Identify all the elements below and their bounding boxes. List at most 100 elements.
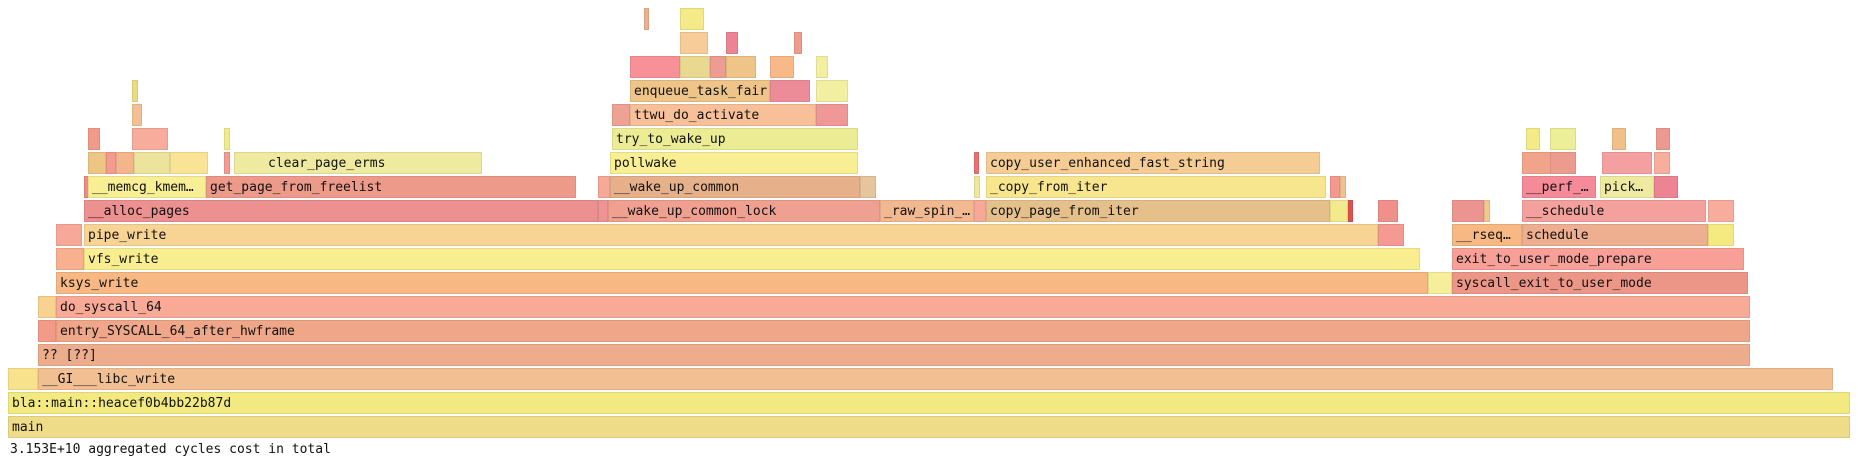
flame-frame[interactable] — [1484, 200, 1490, 222]
flame-frame[interactable] — [1340, 176, 1346, 198]
frame-label: __wake_up_common_lock — [612, 204, 777, 219]
frame-label: _copy_from_iter — [990, 180, 1108, 195]
flame-frame[interactable]: __wake_up_common_lock — [608, 200, 880, 222]
flame-frame[interactable]: syscall_exit_to_user_mode — [1452, 272, 1748, 294]
flame-frame[interactable] — [680, 32, 708, 54]
flame-frame[interactable] — [1330, 176, 1340, 198]
flame-frame[interactable] — [1708, 224, 1734, 246]
flame-frame[interactable] — [612, 104, 630, 126]
flame-frame[interactable] — [644, 8, 649, 30]
flame-frame[interactable] — [680, 56, 710, 78]
flame-frame[interactable] — [680, 8, 704, 30]
flame-frame[interactable]: _raw_spin_… — [880, 200, 974, 222]
flame-frame[interactable] — [1428, 272, 1452, 294]
flame-frame[interactable] — [106, 152, 116, 174]
flame-frame[interactable]: __wake_up_common — [610, 176, 860, 198]
frame-label: __alloc_pages — [88, 204, 190, 219]
frame-label: main — [12, 420, 44, 435]
flame-frame[interactable] — [770, 80, 810, 102]
flame-frame[interactable]: copy_page_from_iter — [986, 200, 1330, 222]
flame-frame[interactable] — [770, 56, 794, 78]
total-cost-label: 3.153E+10 aggregated cycles cost in tota… — [10, 442, 331, 457]
flame-frame[interactable] — [88, 128, 100, 150]
frame-label: __schedule — [1526, 204, 1605, 219]
flame-frame[interactable] — [710, 56, 726, 78]
flame-frame[interactable] — [1656, 128, 1670, 150]
flame-frame[interactable]: copy_user_enhanced_fast_string — [986, 152, 1320, 174]
flame-frame[interactable] — [1550, 128, 1576, 150]
flame-frame[interactable]: vfs_write — [84, 248, 1420, 270]
frame-label: __memcg_kmem… — [92, 180, 194, 195]
flame-frame[interactable] — [816, 56, 828, 78]
flame-frame[interactable]: pollwake — [610, 152, 858, 174]
flame-frame[interactable]: __rseq… — [1452, 224, 1522, 246]
flame-frame[interactable] — [56, 248, 84, 270]
flame-frame[interactable] — [116, 152, 134, 174]
flame-frame[interactable] — [132, 104, 142, 126]
flame-frame[interactable] — [598, 200, 608, 222]
frame-label: try_to_wake_up — [616, 132, 726, 147]
flame-frame[interactable]: entry_SYSCALL_64_after_hwframe — [56, 320, 1750, 342]
flame-frame[interactable] — [224, 152, 230, 174]
flame-frame[interactable]: main — [8, 416, 1850, 438]
flame-frame[interactable]: schedule — [1522, 224, 1708, 246]
flame-frame[interactable]: ksys_write — [56, 272, 1428, 294]
flame-frame[interactable] — [134, 152, 170, 174]
flame-frame[interactable] — [1550, 152, 1576, 174]
flame-frame[interactable] — [132, 128, 168, 150]
frame-label: enqueue_task_fair — [634, 84, 768, 99]
flame-frame[interactable]: pick… — [1600, 176, 1654, 198]
flame-frame[interactable] — [794, 32, 802, 54]
flame-frame[interactable] — [598, 176, 610, 198]
flame-frame[interactable] — [974, 152, 979, 174]
flame-frame[interactable] — [56, 224, 82, 246]
flame-frame[interactable]: pipe_write — [84, 224, 1378, 246]
flame-frame[interactable] — [1378, 224, 1404, 246]
flame-frame[interactable]: __memcg_kmem… — [88, 176, 206, 198]
flame-frame[interactable] — [974, 176, 980, 198]
flame-frame[interactable] — [170, 152, 208, 174]
flame-frame[interactable] — [38, 320, 56, 342]
flame-frame[interactable] — [1654, 152, 1670, 174]
flame-frame[interactable] — [1452, 200, 1484, 222]
flame-frame[interactable] — [1654, 176, 1678, 198]
flame-frame[interactable] — [88, 152, 106, 174]
flame-frame[interactable] — [1708, 200, 1734, 222]
frame-label: exit_to_user_mode_prepare — [1456, 252, 1652, 267]
flame-frame[interactable]: bla::main::heacef0b4bb22b87d — [8, 392, 1850, 414]
flame-frame[interactable]: do_syscall_64 — [56, 296, 1750, 318]
frame-label: ttwu_do_activate — [634, 108, 760, 123]
frame-label: copy_user_enhanced_fast_string — [990, 156, 1225, 171]
flame-frame[interactable] — [860, 176, 876, 198]
flame-frame[interactable]: _copy_from_iter — [986, 176, 1326, 198]
flame-frame[interactable]: __schedule — [1522, 200, 1706, 222]
flame-frame[interactable] — [38, 296, 56, 318]
flame-frame[interactable] — [974, 200, 986, 222]
flame-frame[interactable]: __alloc_pages — [84, 200, 598, 222]
flame-frame[interactable]: ?? [??] — [38, 344, 1750, 366]
flame-frame[interactable] — [132, 80, 138, 102]
flame-frame[interactable]: enqueue_task_fair — [630, 80, 770, 102]
frame-label: pollwake — [614, 156, 677, 171]
flame-frame[interactable] — [1612, 128, 1626, 150]
flame-frame[interactable]: __GI___libc_write — [38, 368, 1833, 390]
flame-frame[interactable] — [1378, 200, 1398, 222]
flame-frame[interactable] — [1348, 200, 1353, 222]
flame-frame[interactable] — [8, 368, 38, 390]
flame-frame[interactable] — [224, 128, 230, 150]
flame-frame[interactable]: ttwu_do_activate — [630, 104, 816, 126]
flame-frame[interactable]: clear_page_erms — [234, 152, 482, 174]
flame-frame[interactable] — [630, 56, 680, 78]
flame-frame[interactable] — [726, 56, 756, 78]
flame-frame[interactable]: try_to_wake_up — [612, 128, 858, 150]
flame-frame[interactable] — [726, 32, 738, 54]
frame-label: __perf_… — [1526, 180, 1589, 195]
flame-frame[interactable]: __perf_… — [1522, 176, 1596, 198]
flame-frame[interactable] — [816, 80, 848, 102]
flame-frame[interactable]: exit_to_user_mode_prepare — [1452, 248, 1744, 270]
flame-frame[interactable] — [1330, 200, 1348, 222]
flame-frame[interactable] — [1526, 128, 1540, 150]
flame-frame[interactable]: get_page_from_freelist — [206, 176, 576, 198]
flame-frame[interactable] — [816, 104, 848, 126]
flame-frame[interactable] — [1602, 152, 1652, 174]
